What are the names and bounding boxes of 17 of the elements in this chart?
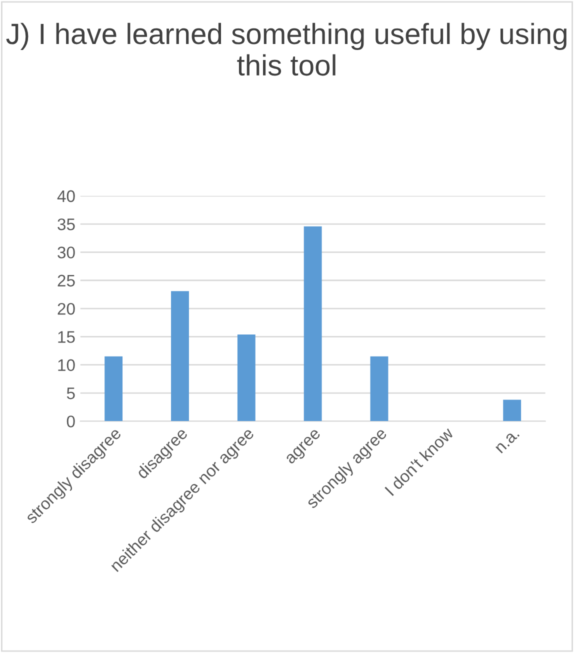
y-tick-label: 35	[58, 218, 75, 230]
bar	[304, 226, 322, 422]
y-tick-label: 40	[57, 190, 75, 202]
bar	[237, 334, 256, 422]
y-tick-label: 5	[66, 388, 75, 400]
bar	[503, 400, 522, 422]
y-tick-label: 10	[58, 359, 75, 372]
x-tick-label: n.a.	[495, 429, 520, 454]
y-tick-label: 30	[58, 246, 75, 258]
bar	[104, 356, 123, 422]
y-tick-label: 15	[58, 331, 75, 343]
y-tick-label: 25	[58, 274, 75, 287]
bar	[171, 291, 189, 422]
y-tick-label: 0	[66, 416, 75, 428]
y-tick-label: 20	[58, 302, 75, 315]
bar	[370, 356, 388, 422]
chart-title: J) I have learned something useful by using this tool	[6, 22, 566, 76]
